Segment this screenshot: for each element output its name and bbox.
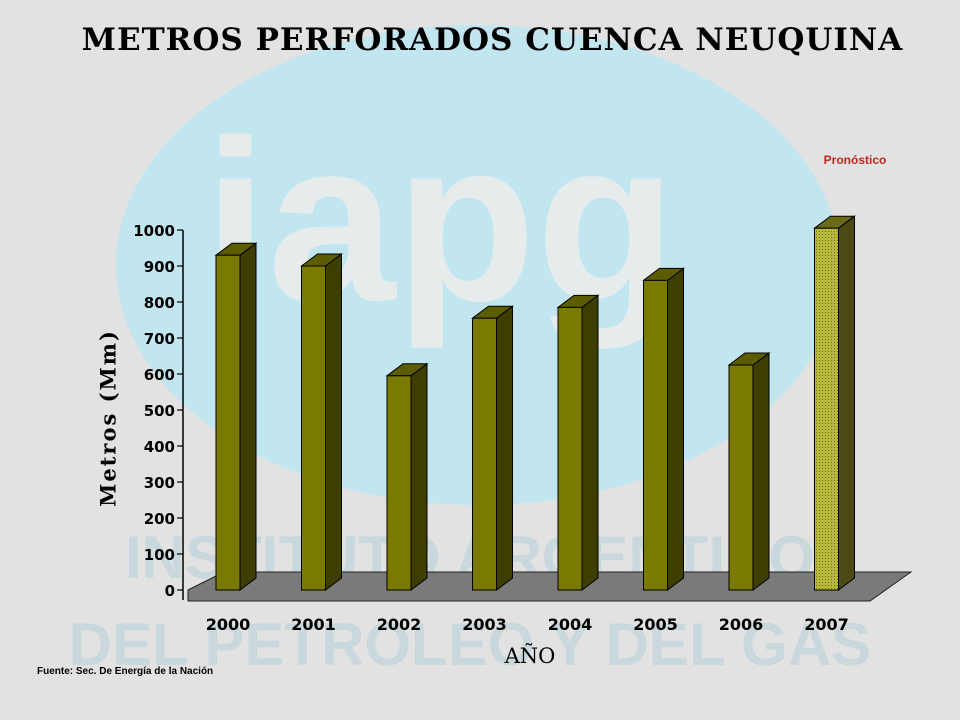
x-tick-label: 2003 (462, 615, 507, 634)
bar-side (667, 267, 684, 591)
x-tick-label: 2000 (206, 615, 251, 634)
bar-side (496, 305, 513, 591)
bar-front (728, 364, 754, 591)
bar-front (215, 254, 241, 591)
y-tick-label: 200 (144, 510, 175, 528)
bar-side (581, 294, 599, 591)
y-axis-label: Metros (Mm) (95, 329, 121, 507)
bars (214, 215, 856, 591)
forecast-label: Pronóstico (823, 153, 887, 167)
y-tick-label: 0 (165, 582, 175, 600)
bar-2005 (642, 267, 685, 591)
bar-side (838, 215, 855, 591)
x-axis-ticks: 2000 2001 2002 2003 2004 2005 2006 2007 (206, 615, 849, 634)
y-tick-label: 600 (144, 366, 175, 384)
y-tick-label: 100 (144, 546, 175, 564)
bar-2003 (471, 305, 514, 591)
floor-plane (187, 571, 913, 602)
y-tick-label: 300 (144, 474, 175, 492)
bar-2000 (214, 242, 258, 591)
bar-front (814, 227, 839, 591)
bar-front (472, 317, 497, 591)
x-tick-label: 2005 (633, 615, 678, 634)
chart-title: METROS PERFORADOS CUENCA NEUQUINA (81, 22, 904, 58)
x-tick-label: 2002 (377, 615, 422, 634)
source-note: Fuente: Sec. De Energía de la Nación (37, 666, 214, 677)
bar-front (643, 279, 668, 591)
bar-2007 (813, 215, 856, 591)
bar-2001 (300, 253, 343, 591)
bar-side (239, 242, 257, 591)
x-axis-label: AÑO (504, 644, 556, 668)
bar-2002 (385, 362, 429, 591)
bar-front (386, 375, 412, 591)
y-axis: 0 100 200 300 400 500 600 700 800 900 1000 (133, 222, 184, 600)
y-tick-label: 700 (144, 330, 175, 348)
x-tick-label: 2006 (719, 615, 764, 634)
y-tick-label: 1000 (133, 222, 175, 240)
x-tick-label: 2004 (548, 615, 593, 634)
bar-front (557, 306, 583, 591)
bar-side (410, 362, 428, 591)
chart-floor (187, 571, 913, 602)
y-tick-label: 800 (144, 294, 175, 312)
bar-side (325, 253, 342, 591)
x-tick-label: 2007 (804, 615, 849, 634)
y-tick-label: 900 (144, 258, 175, 276)
bar-2006 (727, 352, 771, 591)
watermark-line-2: DEL PETROLEO Y DEL GAS (69, 611, 871, 678)
bar-side (752, 352, 770, 591)
bar-2004 (556, 294, 600, 591)
x-tick-label: 2001 (291, 615, 336, 634)
y-tick-label: 400 (144, 438, 175, 456)
bar-front (301, 265, 326, 591)
y-tick-label: 500 (144, 402, 175, 420)
